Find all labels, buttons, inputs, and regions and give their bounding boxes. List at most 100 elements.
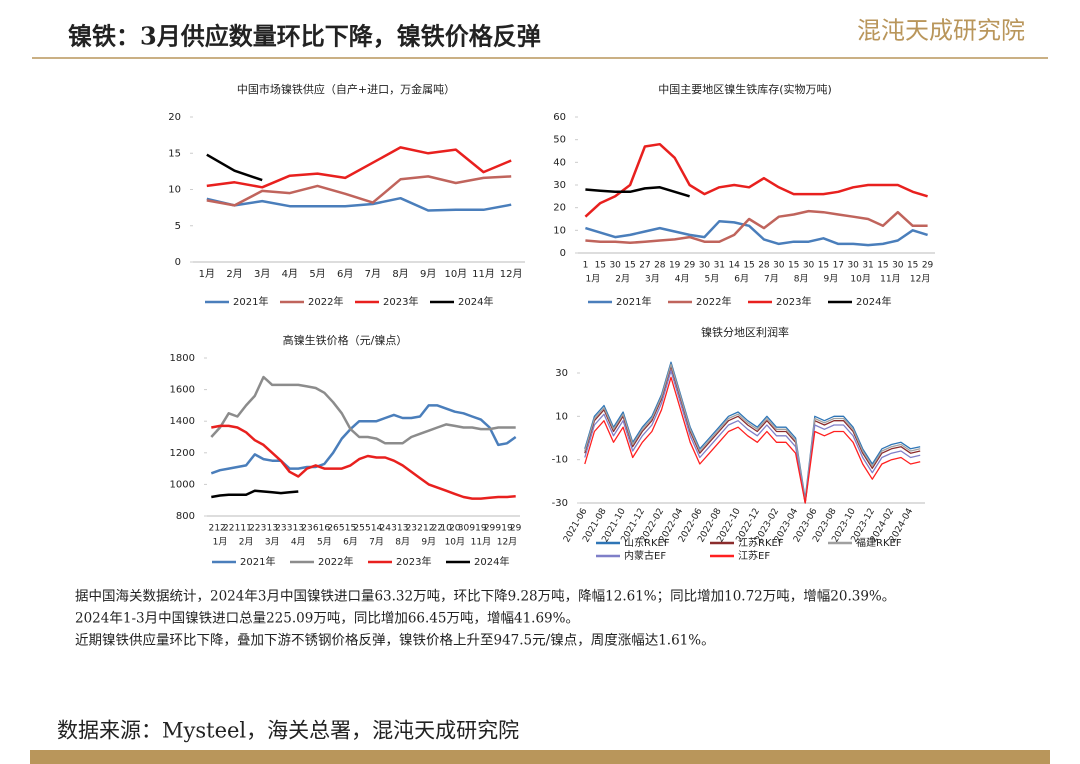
month-label: 4月 bbox=[291, 537, 306, 548]
y-tick-label: 30 bbox=[555, 368, 568, 379]
legend-label: 2023年 bbox=[776, 295, 811, 308]
y-tick-label: 1200 bbox=[170, 448, 195, 459]
legend-label: 2024年 bbox=[458, 295, 493, 308]
x-tick-label: 13 bbox=[397, 524, 408, 534]
y-tick-label: 10 bbox=[553, 225, 566, 236]
y-tick-label: 20 bbox=[553, 203, 566, 214]
series-line bbox=[584, 376, 921, 504]
x-tick-label: 12 bbox=[423, 524, 434, 534]
series-line bbox=[585, 186, 690, 198]
x-tick-label: 30 bbox=[773, 261, 785, 271]
legend-label: 山东RKEF bbox=[624, 536, 670, 549]
legend-label: 福建RKEF bbox=[856, 536, 902, 549]
x-tick-label: 15 bbox=[907, 261, 918, 271]
logo: 混沌天成研究院 bbox=[857, 17, 1025, 45]
x-tick-label: 30 bbox=[892, 261, 904, 271]
x-tick-label: 15 bbox=[743, 261, 754, 271]
y-tick-label: 0 bbox=[560, 248, 566, 259]
y-tick-label: 1800 bbox=[170, 353, 195, 364]
month-label: 10月 bbox=[850, 274, 870, 285]
month-label: 2月 bbox=[615, 274, 630, 285]
x-tick-label: 29 bbox=[484, 524, 496, 534]
x-tick-label: 9月 bbox=[420, 268, 436, 280]
x-tick-label: 30 bbox=[847, 261, 859, 271]
month-label: 9月 bbox=[421, 537, 436, 548]
x-tick-label: 16 bbox=[319, 524, 331, 534]
month-label: 5月 bbox=[705, 274, 720, 285]
x-tick-label: 1 bbox=[235, 524, 241, 534]
month-label: 4月 bbox=[675, 274, 690, 285]
x-tick-label: 30 bbox=[458, 524, 470, 534]
month-label: 7月 bbox=[369, 537, 384, 548]
x-tick-label: 20 bbox=[449, 524, 461, 534]
x-tick-label: 12月 bbox=[500, 268, 523, 280]
x-tick-label: 3 bbox=[287, 524, 293, 534]
x-tick-label: 29 bbox=[684, 261, 696, 271]
x-tick-label: 4月 bbox=[282, 268, 298, 280]
source: 数据来源：Mysteel，海关总署，混沌天成研究院 bbox=[57, 719, 519, 743]
y-tick-label: 60 bbox=[553, 112, 566, 123]
series-line bbox=[585, 209, 928, 245]
chart-title: 中国主要地区镍生铁库存(实物万吨) bbox=[658, 82, 832, 96]
x-tick-label: 15 bbox=[877, 261, 888, 271]
chart-title: 高镍生铁价格（元/镍点） bbox=[283, 333, 408, 347]
month-label: 10月 bbox=[445, 537, 465, 548]
legend-label: 2024年 bbox=[856, 295, 891, 308]
x-tick-label: 17 bbox=[833, 261, 844, 271]
x-tick-label: 26 bbox=[327, 524, 339, 534]
x-tick-label: 25 bbox=[353, 524, 364, 534]
series-line bbox=[584, 142, 928, 218]
x-tick-label: 19 bbox=[501, 524, 513, 534]
y-tick-label: 800 bbox=[176, 511, 195, 522]
x-tick-label: 15 bbox=[788, 261, 799, 271]
x-tick-label: 30 bbox=[609, 261, 621, 271]
month-label: 2月 bbox=[239, 537, 254, 548]
series-line bbox=[206, 175, 512, 207]
y-tick-label: 40 bbox=[553, 157, 566, 168]
x-tick-label: 6月 bbox=[337, 268, 353, 280]
x-tick-label: 5 bbox=[339, 524, 345, 534]
x-tick-label: 13 bbox=[293, 524, 304, 534]
x-tick-label: 14 bbox=[728, 261, 740, 271]
y-tick-label: 0 bbox=[175, 257, 181, 268]
footer-bar bbox=[30, 750, 1050, 764]
x-tick-label: 15 bbox=[345, 524, 356, 534]
legend-label: 2023年 bbox=[383, 295, 418, 308]
slide-title: 镍铁：3月供应数量环比下降，镍铁价格反弹 bbox=[68, 22, 541, 51]
y-tick-label: 30 bbox=[553, 180, 566, 191]
x-tick-label: 30 bbox=[803, 261, 815, 271]
x-tick-label: 10 bbox=[440, 524, 452, 534]
series-line bbox=[584, 363, 921, 502]
x-tick-label: 31 bbox=[714, 261, 725, 271]
x-tick-label: 15 bbox=[818, 261, 829, 271]
month-label: 7月 bbox=[764, 274, 779, 285]
y-tick-label: 20 bbox=[168, 112, 181, 123]
x-tick-label: 5 bbox=[365, 524, 371, 534]
y-tick-label: 1000 bbox=[170, 479, 195, 490]
month-label: 5月 bbox=[317, 537, 332, 548]
x-tick-label: 12 bbox=[214, 524, 225, 534]
x-tick-label: 2月 bbox=[226, 268, 242, 280]
x-tick-label: 7月 bbox=[365, 268, 381, 280]
x-tick-label: 27 bbox=[639, 261, 650, 271]
month-label: 11月 bbox=[471, 537, 491, 548]
x-tick-label: 11 bbox=[240, 524, 251, 534]
month-label: 12月 bbox=[497, 537, 517, 548]
x-tick-label: 3月 bbox=[254, 268, 270, 280]
series-line bbox=[584, 370, 921, 504]
x-tick-label: 9 bbox=[495, 524, 501, 534]
legend-label: 江苏EF bbox=[738, 549, 770, 562]
legend-label: 内蒙古EF bbox=[624, 549, 666, 562]
y-tick-label: 50 bbox=[553, 135, 566, 146]
legend-label: 江苏RKEF bbox=[738, 536, 784, 549]
month-label: 8月 bbox=[395, 537, 410, 548]
x-tick-label: 15 bbox=[595, 261, 606, 271]
x-tick-label: 9 bbox=[469, 524, 475, 534]
y-tick-label: 15 bbox=[168, 148, 181, 159]
series-line bbox=[585, 220, 928, 247]
x-tick-label: 6 bbox=[313, 524, 319, 534]
series-line bbox=[206, 196, 512, 212]
x-tick-label: 11月 bbox=[472, 268, 495, 280]
x-tick-label: 30 bbox=[699, 261, 711, 271]
x-tick-label: 5月 bbox=[309, 268, 325, 280]
